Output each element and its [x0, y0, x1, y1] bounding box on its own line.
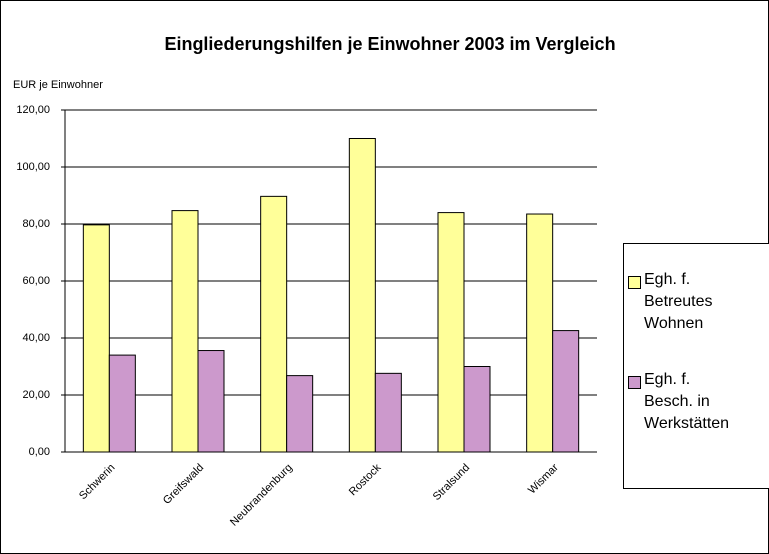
bar	[82, 224, 110, 453]
y-tick-label: 80,00	[22, 218, 50, 230]
chart-title: Eingliederungshilfen je Einwohner 2003 i…	[164, 34, 615, 54]
bar	[171, 210, 199, 453]
y-tick-label: 120,00	[16, 104, 50, 116]
bar	[197, 350, 225, 453]
legend: Egh. f. Betreutes Wohnen Egh. f. Besch. i…	[623, 243, 769, 489]
y-tick-label: 20,00	[22, 389, 50, 401]
bar	[552, 330, 580, 453]
y-tick-label: 60,00	[22, 275, 50, 287]
y-tick-label: 40,00	[22, 332, 50, 344]
legend-item: Egh. f. Betreutes Wohnen	[628, 271, 739, 335]
bar	[526, 213, 554, 453]
legend-item: Egh. f. Besch. in Werkstätten	[628, 371, 739, 435]
legend-label: Egh. f. Betreutes Wohnen	[644, 271, 713, 332]
legend-swatch	[628, 376, 641, 389]
legend-label: Egh. f. Besch. in Werkstätten	[644, 371, 730, 432]
bar	[260, 195, 288, 453]
y-axis-title: EUR je Einwohner	[13, 79, 103, 91]
bar	[286, 375, 314, 453]
bar	[463, 366, 491, 453]
y-tick-label: 0,00	[29, 446, 50, 458]
bar	[348, 138, 376, 453]
bar	[108, 354, 136, 453]
y-tick-label: 100,00	[16, 161, 50, 173]
bar	[374, 372, 402, 453]
legend-swatch	[628, 276, 641, 289]
bar	[437, 212, 465, 453]
